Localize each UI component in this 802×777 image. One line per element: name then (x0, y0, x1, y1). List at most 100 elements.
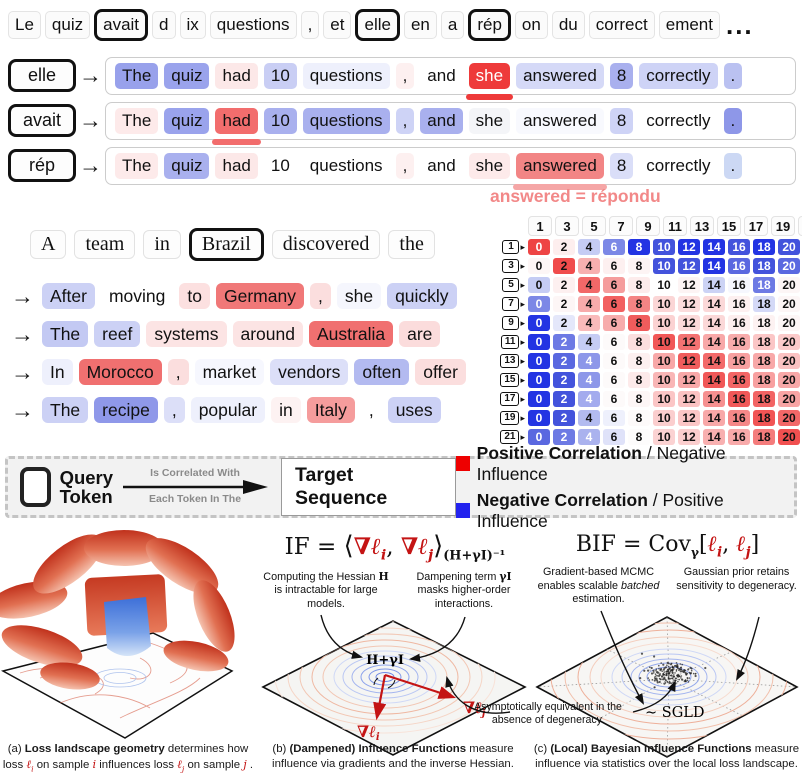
heatmap-cell: 14 (703, 429, 725, 445)
heatmap-cell: 12 (678, 334, 700, 350)
heatmap-cell: 16 (728, 239, 750, 255)
token: 10 (263, 63, 297, 89)
heatmap-cell: 8 (628, 353, 650, 369)
token: ix (179, 11, 206, 39)
heatmap-cell: 10 (653, 429, 675, 445)
token: quiz (164, 153, 210, 179)
dampening-note: Dampening term γI masks higher-order int… (416, 569, 512, 610)
heatmap-cell: 16 (728, 277, 750, 293)
query-token-icon (20, 467, 51, 507)
translation-row-rep: rép → The quiz had 10 questions, and she answer… (8, 147, 796, 190)
row-arrow-icon: ▸ (520, 298, 525, 309)
token: in (271, 397, 301, 424)
heatmap-cell: 14 (703, 410, 725, 426)
token: In (42, 359, 73, 386)
heatmap-cell: 18 (753, 277, 775, 293)
heatmap-row-label: 17 ▸ (492, 392, 525, 406)
token: Morocco (78, 359, 162, 386)
heatmap-cell: 4 (578, 277, 600, 293)
token: questions (302, 153, 390, 179)
heatmap-cell: 18 (753, 391, 775, 407)
heatmap-cell: 6 (603, 239, 625, 255)
heatmap-cell: 0 (528, 315, 550, 331)
heatmap-row: 13 ▸ 0 2 4 6 8 10 12 14 16 18 20 (492, 353, 802, 369)
heatmap-cell: 16 (728, 391, 750, 407)
heatmap-cell: 20 (778, 372, 800, 388)
token: d (152, 11, 176, 39)
sgld-sample-points (639, 652, 707, 689)
heatmap-row: 19 ▸ 0 2 4 6 8 10 12 14 16 18 20 (492, 410, 802, 426)
heatmap-cell: 8 (628, 429, 650, 445)
heatmap-cell: 12 (678, 391, 700, 407)
token: and (420, 153, 463, 179)
heatmap-cell: 0 (528, 239, 550, 255)
heatmap-cell: 0 (528, 353, 550, 369)
heatmap-cell: 12 (678, 429, 700, 445)
continuation-row-2: → The reef systems around Australia are (8, 320, 441, 348)
heatmap-row: 5 ▸ 0 2 4 6 8 10 12 14 16 18 20 (492, 277, 802, 293)
heatmap-cell: 20 (778, 258, 800, 274)
token: quiz (164, 108, 210, 134)
token: The (115, 153, 159, 179)
token: The (115, 63, 159, 89)
continuation-row-1: → After moving to Germany, she quickly (8, 282, 457, 310)
heatmap-cell: 4 (578, 315, 600, 331)
heatmap-cell: 4 (578, 410, 600, 426)
row-arrow-icon: ▸ (520, 412, 525, 423)
row-arrow-icon: ▸ (520, 336, 525, 347)
token: 8 (609, 63, 634, 89)
token: , (395, 153, 415, 179)
heatmap-cell: 4 (578, 334, 600, 350)
heatmap-cell: 14 (703, 391, 725, 407)
red-square-icon (455, 456, 470, 471)
heatmap-cell: 16 (728, 315, 750, 331)
heatmap-cell: 10 (653, 315, 675, 331)
token: A (30, 230, 67, 259)
token: a (440, 11, 465, 39)
heatmap-col-header: 21 (798, 216, 802, 236)
token: The (42, 397, 89, 424)
heatmap-cell: 8 (628, 410, 650, 426)
token-underline (212, 138, 261, 145)
query-token-elle: elle (8, 59, 76, 93)
heatmap-cell: 8 (628, 258, 650, 274)
heatmap-row: 3 ▸ 0 2 4 6 8 10 12 14 16 18 20 (492, 258, 802, 274)
heatmap-cell: 6 (603, 353, 625, 369)
row-arrow-icon: ▸ (520, 317, 525, 328)
heatmap-cell: 16 (728, 429, 750, 445)
token: uses (387, 397, 441, 424)
heatmap-cell: 12 (678, 258, 700, 274)
row-label-box: 15 (500, 373, 520, 387)
heatmap-cell: 14 (703, 372, 725, 388)
if-formula: IF = ⟨∇ℓi, ∇ℓj⟩(H+γI)⁻¹ (284, 531, 506, 564)
query-token-rep: rép (8, 149, 76, 183)
token: The (42, 321, 89, 348)
heatmap-row: 15 ▸ 0 2 4 6 8 10 12 14 16 18 20 (492, 372, 802, 388)
token: she (468, 108, 511, 134)
token: and (420, 108, 463, 134)
row-label-box: 19 (500, 411, 520, 425)
heatmap-cell: 2 (553, 315, 575, 331)
legend-item-negative: Negative Correlation / Positive Influenc… (455, 490, 782, 532)
heatmap-col-header: 13 (690, 216, 714, 236)
token: systems (146, 321, 227, 348)
token: and (420, 63, 463, 89)
heatmap-cell: 10 (653, 334, 675, 350)
blue-square-icon (455, 503, 470, 518)
arrow-icon: → (11, 320, 34, 347)
heatmap-row: 9 ▸ 0 2 4 6 8 10 12 14 16 18 20 (492, 315, 802, 331)
target-sequence-box: The quiz had 10 questions, and she answered 8 cor… (105, 102, 796, 145)
heatmap-cell: 2 (553, 429, 575, 445)
grad-li-label: ∇ℓi (357, 722, 380, 743)
heatmap-row-label: 11 ▸ (492, 335, 525, 349)
heatmap-cell: 10 (653, 391, 675, 407)
arrow-icon: → (79, 152, 102, 179)
row-arrow-icon: ▸ (520, 241, 525, 252)
heatmap-row-label: 1 ▸ (492, 240, 525, 254)
row-label-box: 17 (500, 392, 520, 406)
arrow-icon: → (11, 282, 34, 309)
token: quiz (44, 11, 91, 39)
influence-functions-panel: IF = ⟨∇ℓi, ∇ℓj⟩(H+γI)⁻¹ Computing the He… (257, 531, 533, 763)
heatmap-cell: 8 (628, 277, 650, 293)
